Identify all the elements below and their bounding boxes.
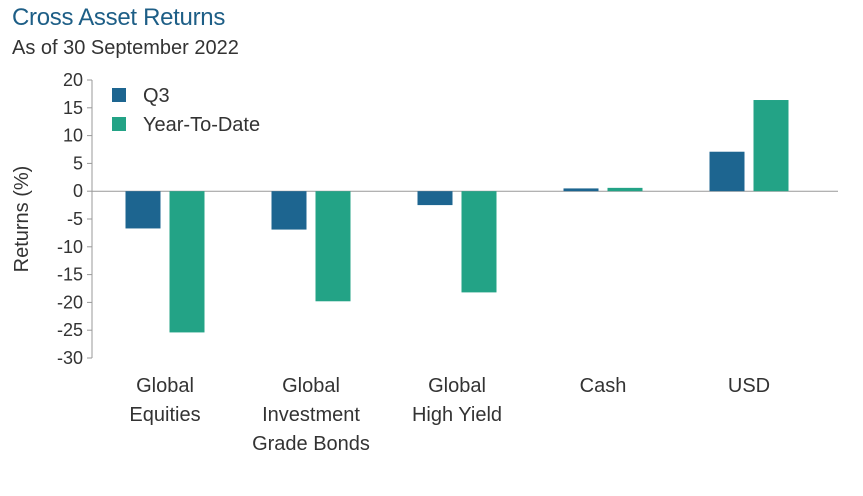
x-category-label: Global (282, 375, 340, 397)
y-tick-label: 20 (63, 70, 83, 90)
y-axis-label: Returns (%) (11, 166, 33, 273)
y-tick-label: -5 (67, 209, 83, 229)
x-category-label: High Yield (412, 404, 502, 426)
legend-swatch (112, 88, 126, 102)
category-labels: Global Equities Global Investment Grade Bond… (129, 375, 770, 455)
bar-ytd (753, 100, 789, 192)
bar-q3 (709, 151, 745, 192)
x-category-label: Global (136, 375, 194, 397)
axes: 20 15 10 5 0 -5 -10 -15 -20 -25 -30 Returns (%) (11, 70, 838, 368)
y-tick-label: -25 (57, 320, 83, 340)
y-tick-label: 15 (63, 98, 83, 118)
legend-label: Q3 (143, 85, 170, 107)
y-tick-label: -20 (57, 292, 83, 312)
legend: Q3 Year-To-Date (112, 85, 260, 136)
x-category-label: Investment (262, 404, 360, 426)
x-category-label: Global (428, 375, 486, 397)
y-tick-label: -10 (57, 237, 83, 257)
y-tick-label: -15 (57, 265, 83, 285)
bar-q3 (271, 191, 307, 230)
legend-label: Year-To-Date (143, 114, 260, 136)
bar-ytd (169, 191, 205, 333)
bars (125, 100, 789, 333)
x-category-label: Grade Bonds (252, 433, 370, 455)
y-tick-label: 10 (63, 126, 83, 146)
y-tick-label: 5 (73, 153, 83, 173)
x-category-label: Cash (580, 375, 627, 397)
legend-swatch (112, 117, 126, 131)
bar-q3 (125, 191, 161, 229)
x-category-label: Equities (129, 404, 200, 426)
chart-subtitle: As of 30 September 2022 (12, 37, 239, 59)
bar-ytd (315, 191, 351, 302)
bar-ytd (607, 187, 643, 192)
y-tick-label: 0 (73, 181, 83, 201)
bar-q3 (563, 188, 599, 192)
y-tick-label: -30 (57, 348, 83, 368)
chart-title: Cross Asset Returns (12, 4, 226, 31)
bar-ytd (461, 191, 497, 293)
bar-q3 (417, 191, 453, 206)
x-category-label: USD (728, 375, 770, 397)
